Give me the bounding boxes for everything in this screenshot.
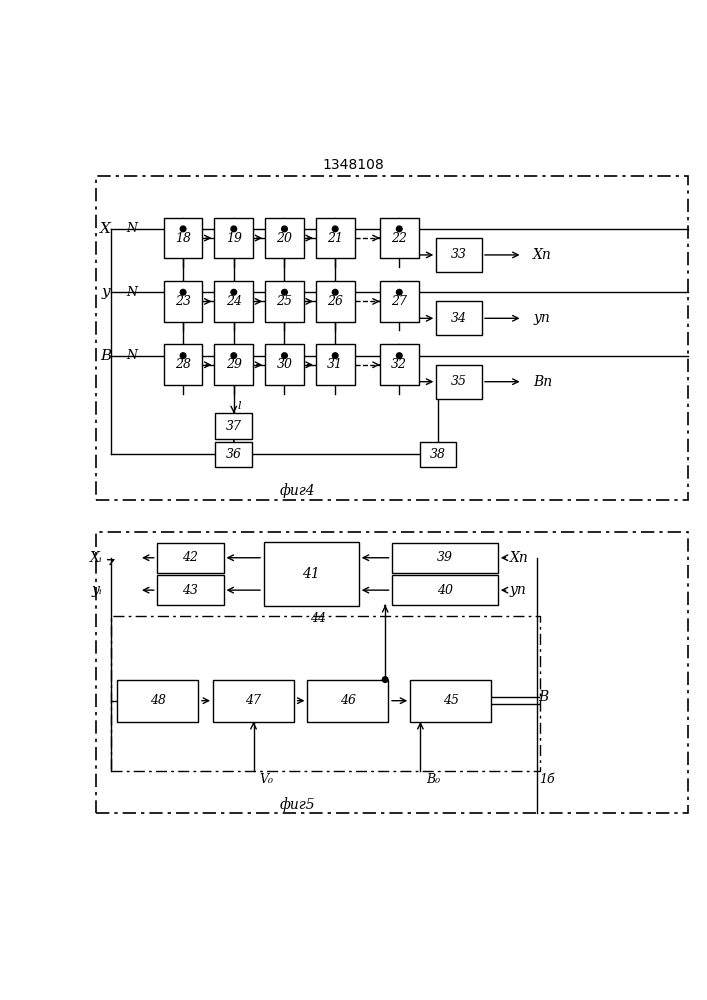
FancyBboxPatch shape: [436, 238, 482, 272]
Circle shape: [332, 289, 338, 295]
Text: 31: 31: [327, 358, 343, 371]
Text: 37: 37: [226, 420, 242, 433]
FancyBboxPatch shape: [308, 680, 388, 722]
FancyBboxPatch shape: [380, 344, 419, 385]
FancyBboxPatch shape: [380, 281, 419, 322]
Circle shape: [281, 289, 287, 295]
Circle shape: [397, 289, 402, 295]
Text: 24: 24: [226, 295, 242, 308]
Circle shape: [332, 226, 338, 232]
Text: 22: 22: [391, 232, 407, 245]
FancyBboxPatch shape: [316, 344, 354, 385]
Text: 33: 33: [451, 248, 467, 261]
FancyBboxPatch shape: [265, 344, 304, 385]
FancyBboxPatch shape: [380, 218, 419, 258]
FancyBboxPatch shape: [392, 543, 498, 573]
FancyBboxPatch shape: [164, 344, 202, 385]
Text: 20: 20: [276, 232, 293, 245]
Text: 18: 18: [175, 232, 191, 245]
Text: y: y: [101, 285, 110, 299]
Text: B: B: [539, 690, 549, 704]
Text: 32: 32: [391, 358, 407, 371]
Text: 27: 27: [391, 295, 407, 308]
FancyBboxPatch shape: [164, 218, 202, 258]
FancyBboxPatch shape: [265, 218, 304, 258]
Circle shape: [397, 353, 402, 358]
FancyBboxPatch shape: [214, 218, 253, 258]
FancyBboxPatch shape: [316, 281, 354, 322]
Circle shape: [180, 289, 186, 295]
FancyBboxPatch shape: [264, 542, 358, 606]
Circle shape: [231, 353, 237, 358]
Text: 1348108: 1348108: [322, 158, 385, 172]
Text: l: l: [238, 401, 241, 411]
Text: 39: 39: [437, 551, 453, 564]
Text: 38: 38: [430, 448, 446, 461]
Text: фиг4: фиг4: [279, 483, 315, 498]
Circle shape: [180, 353, 186, 358]
FancyBboxPatch shape: [214, 281, 253, 322]
Text: 47: 47: [245, 694, 262, 707]
FancyBboxPatch shape: [157, 543, 223, 573]
Text: yп: yп: [533, 311, 550, 325]
FancyBboxPatch shape: [216, 442, 252, 467]
Text: Bп: Bп: [533, 375, 552, 389]
Circle shape: [281, 353, 287, 358]
Text: Xп: Xп: [510, 551, 529, 565]
Text: Xп: Xп: [533, 248, 552, 262]
Text: 46: 46: [340, 694, 356, 707]
Text: B₀: B₀: [426, 773, 440, 786]
Text: N: N: [126, 349, 137, 362]
Text: yп: yп: [510, 583, 527, 597]
Circle shape: [281, 226, 287, 232]
Text: 35: 35: [451, 375, 467, 388]
FancyBboxPatch shape: [117, 680, 198, 722]
Text: 40: 40: [437, 584, 453, 597]
Text: 44: 44: [310, 612, 327, 625]
Text: 41: 41: [303, 567, 320, 581]
Text: N: N: [126, 222, 137, 235]
Text: 29: 29: [226, 358, 242, 371]
Circle shape: [180, 226, 186, 232]
Text: 45: 45: [443, 694, 459, 707]
Text: 25: 25: [276, 295, 293, 308]
Text: B: B: [100, 349, 111, 363]
Text: 23: 23: [175, 295, 191, 308]
FancyBboxPatch shape: [436, 365, 482, 399]
Text: 19: 19: [226, 232, 242, 245]
Text: 30: 30: [276, 358, 293, 371]
Text: 1б: 1б: [539, 773, 554, 786]
FancyBboxPatch shape: [213, 680, 294, 722]
FancyBboxPatch shape: [265, 281, 304, 322]
FancyBboxPatch shape: [216, 413, 252, 439]
Text: X: X: [100, 222, 111, 236]
Text: N: N: [126, 286, 137, 299]
Circle shape: [382, 677, 388, 682]
FancyBboxPatch shape: [392, 575, 498, 605]
FancyBboxPatch shape: [214, 344, 253, 385]
Text: 43: 43: [182, 584, 198, 597]
FancyBboxPatch shape: [436, 301, 482, 335]
Text: 42: 42: [182, 551, 198, 564]
FancyBboxPatch shape: [157, 575, 223, 605]
Circle shape: [231, 289, 237, 295]
Circle shape: [231, 226, 237, 232]
FancyBboxPatch shape: [316, 218, 354, 258]
Text: yᵢ: yᵢ: [91, 583, 102, 597]
Circle shape: [397, 226, 402, 232]
Text: 34: 34: [451, 312, 467, 325]
Text: 26: 26: [327, 295, 343, 308]
Circle shape: [332, 353, 338, 358]
Text: 48: 48: [150, 694, 165, 707]
FancyBboxPatch shape: [410, 680, 491, 722]
Text: Xᵢ: Xᵢ: [90, 551, 102, 565]
Text: 28: 28: [175, 358, 191, 371]
Text: V₀: V₀: [259, 773, 273, 786]
FancyBboxPatch shape: [420, 442, 456, 467]
Text: фиг5: фиг5: [279, 797, 315, 812]
Text: 21: 21: [327, 232, 343, 245]
Text: 36: 36: [226, 448, 242, 461]
FancyBboxPatch shape: [164, 281, 202, 322]
